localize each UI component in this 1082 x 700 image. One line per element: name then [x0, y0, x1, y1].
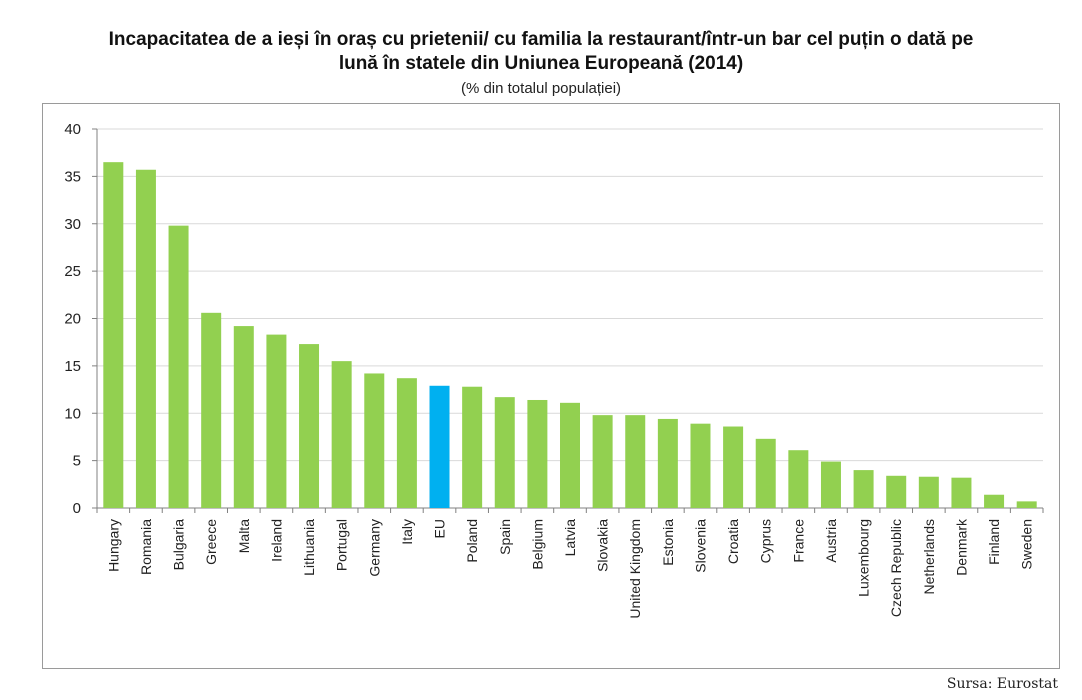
chart-title-line-1: Incapacitatea de a ieși în oraș cu priet… — [108, 29, 974, 50]
x-tick-label: Denmark — [953, 518, 969, 576]
y-tick-label: 35 — [64, 168, 81, 185]
bar-luxembourg — [853, 470, 874, 508]
bar-ireland — [266, 334, 287, 508]
x-tick-label: Ireland — [268, 519, 284, 562]
x-tick-label: Estonia — [660, 519, 676, 566]
bar-slovakia — [592, 415, 613, 508]
x-tick-label: Czech Republic — [888, 519, 904, 617]
x-tick-label: Belgium — [529, 519, 545, 570]
x-tick-label: Austria — [823, 519, 839, 563]
x-tick-label: Slovenia — [692, 519, 708, 573]
x-tick-label: Malta — [236, 519, 252, 553]
bar-hungary — [103, 162, 124, 508]
bar-netherlands — [918, 476, 939, 508]
y-tick-label: 20 — [64, 311, 81, 328]
bar-latvia — [560, 402, 580, 508]
x-tick-label: Sweden — [1019, 519, 1035, 570]
bar-denmark — [951, 477, 972, 508]
x-tick-label: Slovakia — [595, 519, 611, 572]
x-tick-label: France — [790, 519, 806, 563]
bar-estonia — [657, 418, 678, 508]
chart-subtitle: (% din totalul populației) — [460, 80, 622, 97]
bar-spain — [494, 397, 515, 508]
bar-greece — [201, 312, 222, 508]
bar-germany — [364, 373, 385, 508]
x-tick-label: Romania — [138, 519, 154, 575]
y-tick-label: 0 — [73, 500, 81, 517]
x-tick-label: Spain — [497, 519, 513, 555]
x-tick-label: Finland — [986, 519, 1002, 565]
x-tick-label: Bulgaria — [171, 519, 187, 571]
y-tick-label: 25 — [64, 263, 81, 280]
bar-finland — [984, 494, 1005, 508]
bar-romania — [135, 169, 156, 508]
x-tick-label: EU — [432, 519, 448, 538]
x-tick-label: Netherlands — [921, 519, 937, 595]
bar-lithuania — [299, 344, 320, 508]
bar-malta — [233, 326, 254, 508]
x-tick-label: Lithuania — [301, 519, 317, 576]
x-tick-label: Greece — [203, 519, 219, 565]
bar-bulgaria — [168, 225, 189, 508]
chart-frame: 0 5 10 15 20 25 30 35 40 Hungary Romania Bulgaria Gr… — [42, 103, 1060, 669]
x-tick-label: Hungary — [105, 519, 121, 572]
bar-chart: 0 5 10 15 20 25 30 35 40 Hungary Romania Bulgaria Gr… — [64, 121, 1044, 619]
source-note: Sursa: Eurostat — [946, 676, 1058, 692]
bar-austria — [820, 461, 841, 508]
y-tick-label: 40 — [64, 121, 81, 138]
bar-portugal — [331, 361, 352, 508]
x-tick-label: Portugal — [334, 519, 350, 571]
bar-france — [788, 450, 809, 508]
x-tick-label: Croatia — [725, 519, 741, 564]
x-tick-label: United Kingdom — [627, 519, 643, 619]
bar-belgium — [527, 399, 548, 508]
x-tick-label: Luxembourg — [856, 519, 872, 597]
x-tick-label: Germany — [366, 519, 382, 577]
bar-croatia — [723, 426, 744, 508]
bar-italy — [396, 378, 417, 508]
y-tick-label: 5 — [73, 453, 81, 470]
bar-czech-republic — [886, 475, 907, 508]
bar-united-kingdom — [625, 415, 646, 508]
y-tick-label: 15 — [64, 358, 81, 375]
bar-slovenia — [690, 423, 711, 508]
x-tick-label: Italy — [399, 519, 415, 545]
bar-poland — [462, 386, 483, 508]
bar-eu — [429, 385, 450, 508]
bar-cyprus — [755, 438, 776, 508]
y-tick-label: 30 — [64, 216, 81, 233]
y-tick-label: 10 — [64, 405, 81, 422]
chart-title-line-2: lună în statele din Uniunea Europeană (2… — [338, 53, 744, 74]
bar-sweden — [1016, 501, 1037, 508]
x-tick-label: Latvia — [562, 519, 578, 557]
x-tick-label: Poland — [464, 519, 480, 563]
x-tick-label: Cyprus — [758, 519, 774, 563]
